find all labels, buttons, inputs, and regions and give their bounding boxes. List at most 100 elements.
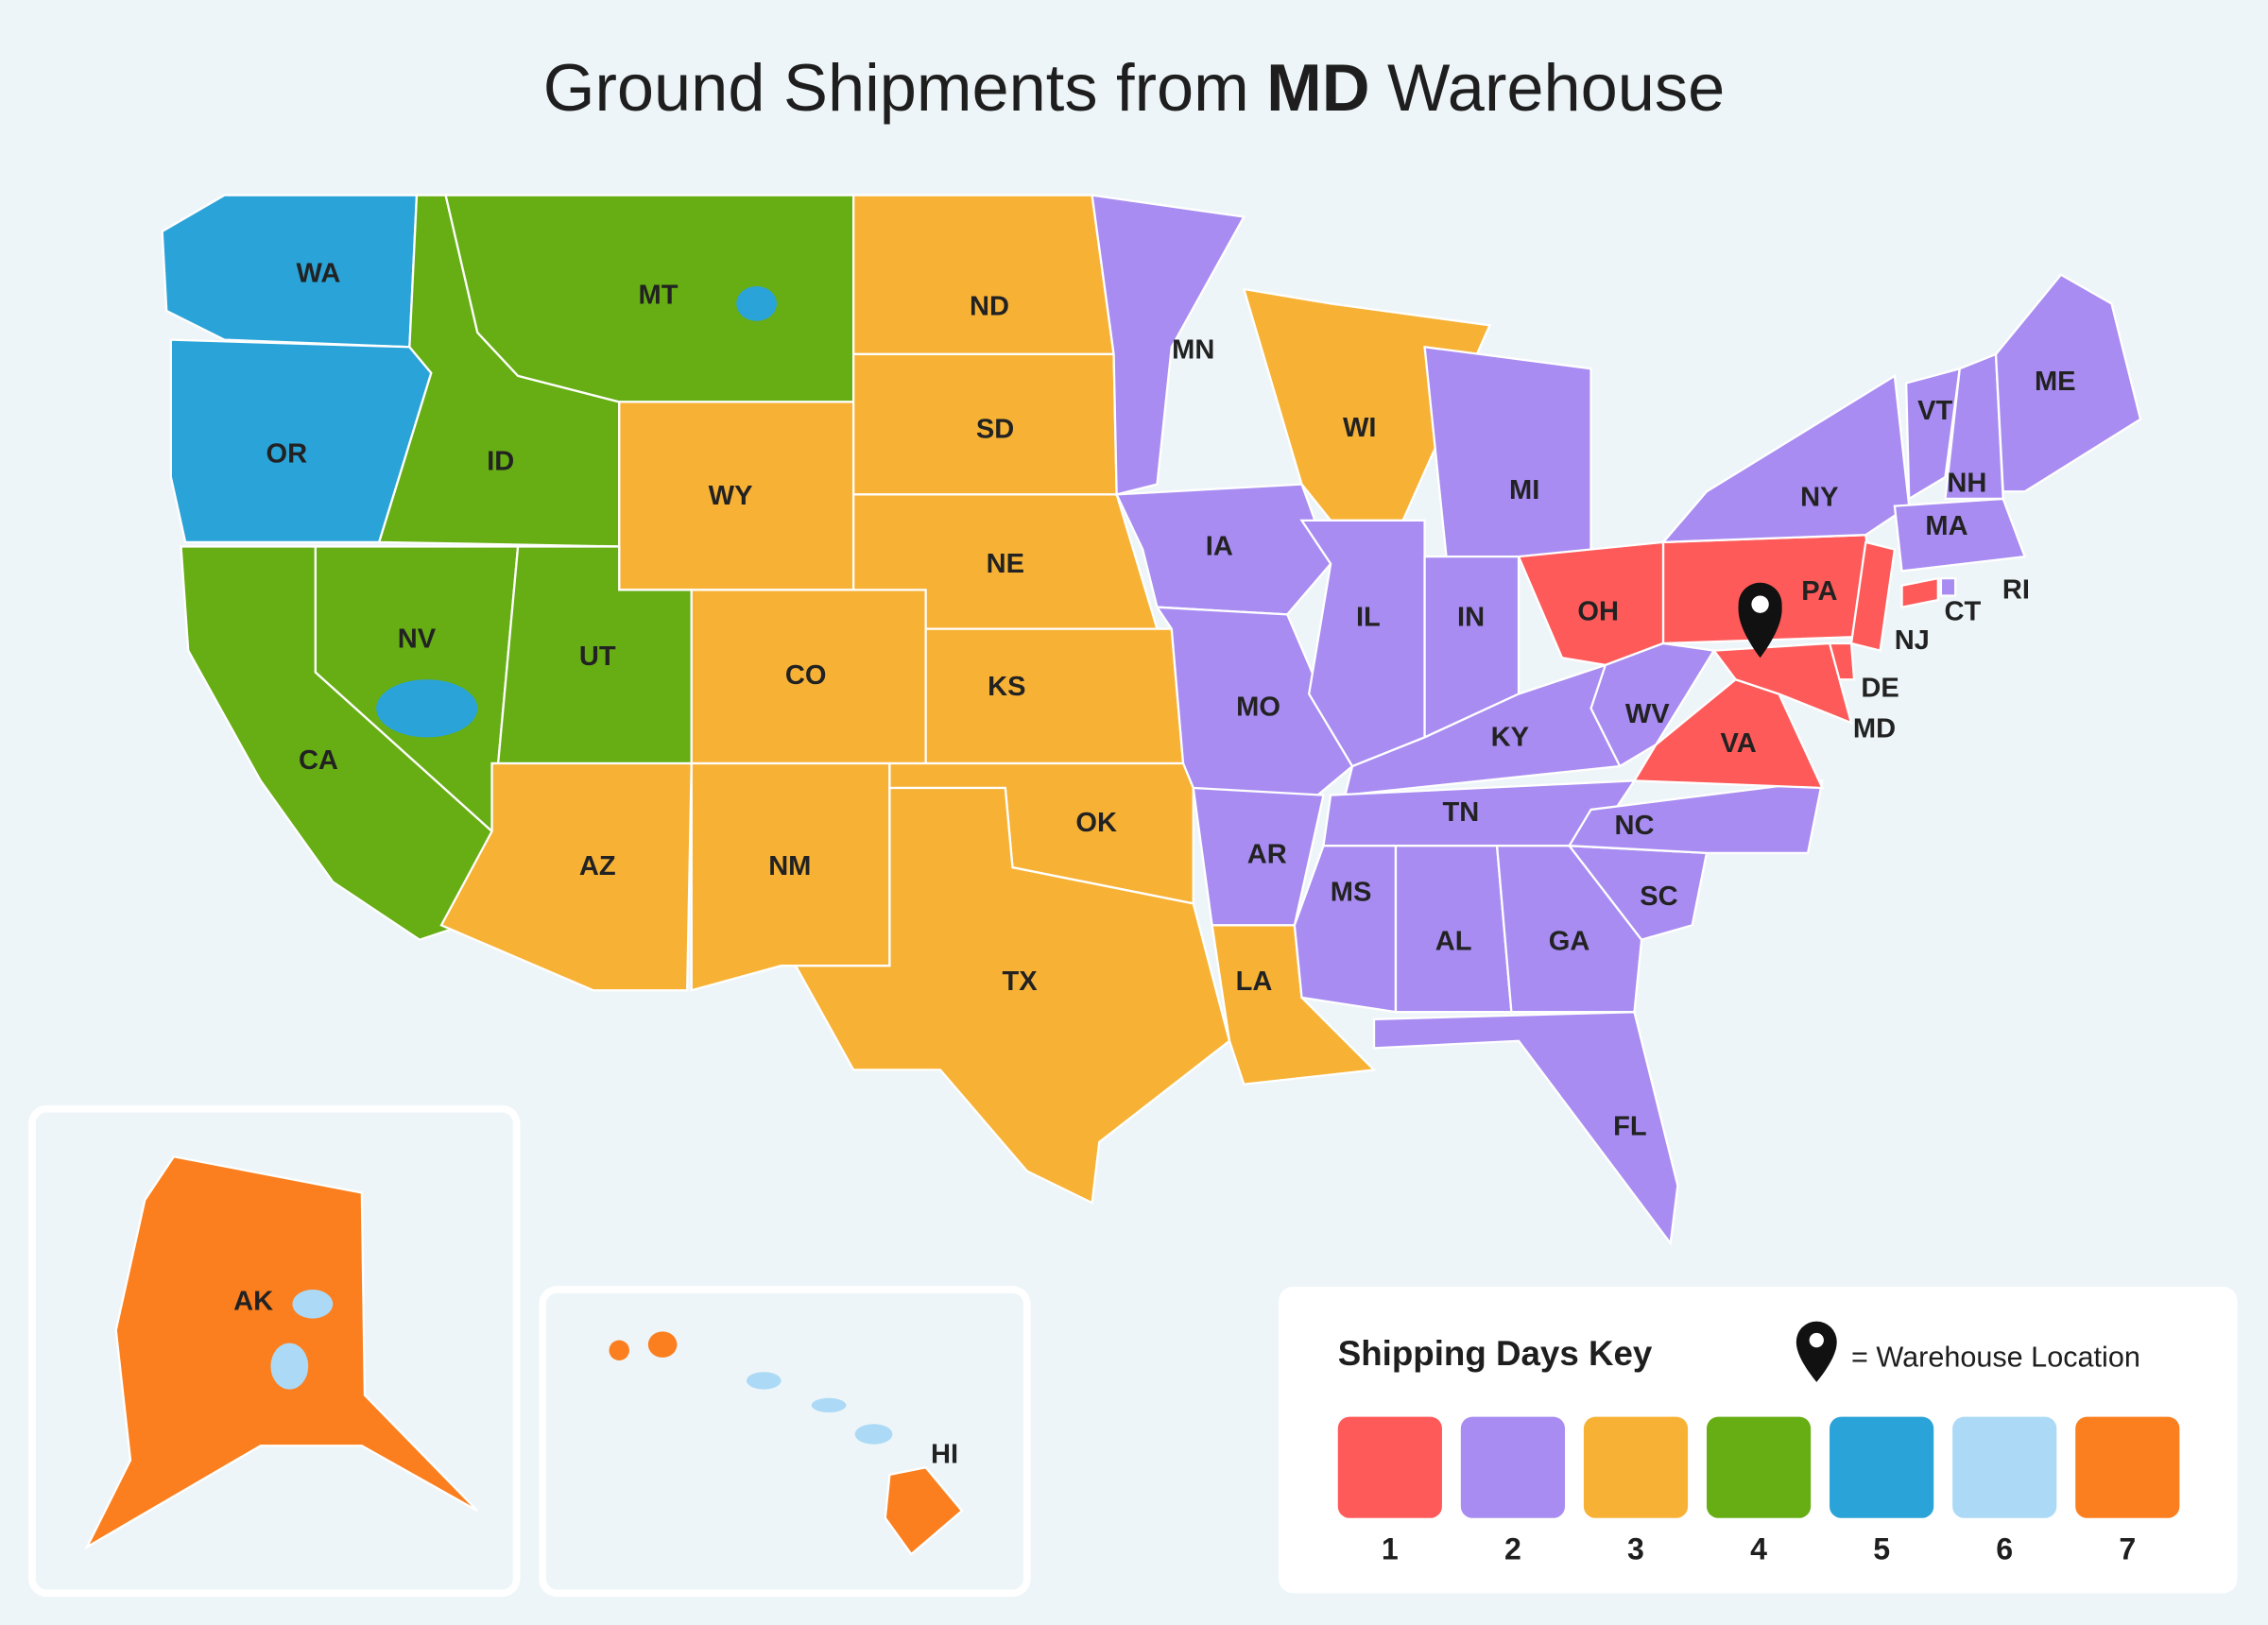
state-label: KY [1491, 723, 1529, 753]
legend-note: = Warehouse Location [1851, 1342, 2140, 1374]
state-label: ID [487, 446, 514, 476]
state-label: ND [970, 292, 1009, 322]
state-label: ME [2035, 367, 2076, 397]
state-label: VT [1917, 396, 1952, 426]
legend-label: 5 [1873, 1531, 1890, 1565]
state-label: AK [233, 1286, 273, 1316]
state-label: NY [1800, 483, 1838, 513]
state [1900, 576, 1939, 609]
lake [736, 285, 778, 321]
state-label: MO [1236, 692, 1280, 722]
state-label: AZ [579, 851, 616, 881]
state-label: TX [1003, 966, 1039, 997]
warehouse-pin [1738, 582, 1782, 659]
state [1372, 1011, 1679, 1246]
state [1660, 373, 1911, 544]
state-label: OH [1577, 596, 1619, 626]
state [1711, 641, 1853, 726]
state-label: IN [1457, 603, 1485, 633]
state-label: KS [988, 672, 1025, 702]
state-label: HI [931, 1440, 958, 1470]
state [884, 1465, 964, 1556]
island [746, 1372, 782, 1390]
state [1939, 576, 1957, 597]
state-label: MA [1925, 511, 1967, 541]
state [793, 786, 1231, 1205]
state [1904, 367, 1962, 501]
state-label: MT [639, 280, 679, 310]
lake [292, 1289, 334, 1319]
state-labels: WA OR CA NV ID MT WY UT AZ CO NM ND SD NE KS OK TX MN IA MO… [233, 258, 2075, 1469]
state-label: FL [1613, 1111, 1647, 1141]
legend-swatch [1337, 1416, 1442, 1518]
decorations [270, 285, 1837, 1445]
state [161, 194, 419, 349]
state-label: CO [785, 660, 827, 691]
legend-label: 3 [1627, 1531, 1644, 1565]
state-label: NE [987, 549, 1024, 579]
state-label: IA [1206, 532, 1233, 562]
state-label: LA [1236, 966, 1273, 997]
legend-swatch [1830, 1416, 1934, 1518]
state-label: NC [1614, 811, 1654, 841]
island [609, 1340, 629, 1360]
state-label: OK [1075, 808, 1117, 838]
legend-label: 7 [2119, 1531, 2136, 1565]
legend-title: Shipping Days Key [1338, 1334, 1653, 1373]
state-label: NM [768, 851, 811, 881]
title-bold: MD [1266, 50, 1369, 125]
state [1091, 194, 1246, 496]
state-label: MD [1853, 713, 1896, 744]
island [811, 1397, 847, 1413]
state-label: IL [1356, 603, 1381, 633]
state-label: SC [1640, 881, 1677, 912]
title: Ground Shipments from MD Warehouse [543, 50, 1726, 125]
state-label: RI [2002, 575, 2030, 606]
legend-swatch [1460, 1416, 1566, 1518]
state-label: NV [398, 624, 437, 655]
states [84, 194, 2142, 1556]
title-suffix: Warehouse [1387, 50, 1725, 125]
title-prefix: Ground Shipments from [543, 50, 1249, 125]
island [647, 1331, 678, 1358]
state-label: VA [1721, 728, 1757, 759]
state-label: SD [976, 415, 1014, 445]
state-label: NJ [1895, 625, 1930, 656]
state-label: WA [297, 258, 341, 288]
state-label: CT [1944, 596, 1981, 626]
state-label: PA [1801, 576, 1837, 607]
lake [270, 1343, 309, 1390]
legend-swatch [1706, 1416, 1812, 1518]
pin-dot [1751, 595, 1769, 613]
state [1849, 540, 1897, 653]
legend-keys: 1 2 3 4 5 6 7 [1337, 1416, 2180, 1565]
legend-pin-dot [1809, 1332, 1824, 1348]
state [1293, 845, 1398, 1014]
legend-label: 6 [1996, 1531, 2013, 1565]
state-label: MS [1331, 877, 1372, 907]
state-label: WY [709, 481, 753, 511]
lake [376, 679, 478, 738]
state [1495, 845, 1643, 1014]
state [1423, 345, 1592, 558]
state-label: TN [1442, 797, 1479, 828]
state-label: DE [1861, 674, 1899, 704]
legend-pin [1796, 1321, 1837, 1382]
legend-label: 1 [1382, 1531, 1399, 1565]
state [1994, 273, 2142, 493]
state-label: WI [1343, 413, 1377, 443]
state-label: MI [1509, 475, 1539, 505]
legend-swatch [1952, 1416, 2057, 1518]
state [924, 627, 1185, 765]
legend-label: 4 [1750, 1531, 1767, 1565]
state-label: AR [1247, 840, 1287, 870]
state-label: AL [1435, 926, 1472, 956]
state-label: MN [1172, 335, 1214, 366]
state-label: CA [299, 745, 338, 776]
state-label: NH [1947, 468, 1986, 498]
state [1893, 497, 2027, 573]
legend-swatch [2075, 1416, 2180, 1518]
state [851, 194, 1115, 356]
